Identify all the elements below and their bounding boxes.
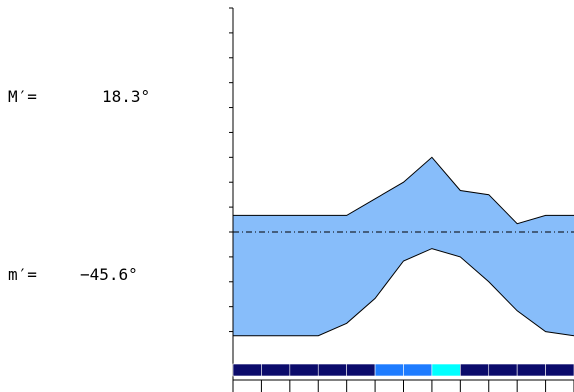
month-cell-7 <box>403 363 433 377</box>
month-cell-6 <box>374 363 404 377</box>
month-cell-4 <box>317 363 347 377</box>
min-readout: m′= −45.6° <box>8 265 138 284</box>
upper-edge-line <box>233 156 574 225</box>
month-cell-12 <box>545 363 574 377</box>
max-value: 18.3° <box>102 87 150 106</box>
month-cell-10 <box>488 363 518 377</box>
temperature-band <box>233 157 574 336</box>
month-cell-2 <box>261 363 291 377</box>
month-cell-11 <box>516 363 546 377</box>
min-value: −45.6° <box>80 265 138 284</box>
month-cell-1 <box>232 363 262 377</box>
max-label: M′= <box>8 87 37 106</box>
month-cell-8 <box>431 363 461 377</box>
month-cell-3 <box>289 363 319 377</box>
month-cell-9 <box>460 363 490 377</box>
max-readout: M′= 18.3° <box>8 87 150 106</box>
plot-area <box>229 7 574 392</box>
lower-edge-line <box>233 248 574 337</box>
min-label: m′= <box>8 265 37 284</box>
month-cell-5 <box>346 363 376 377</box>
